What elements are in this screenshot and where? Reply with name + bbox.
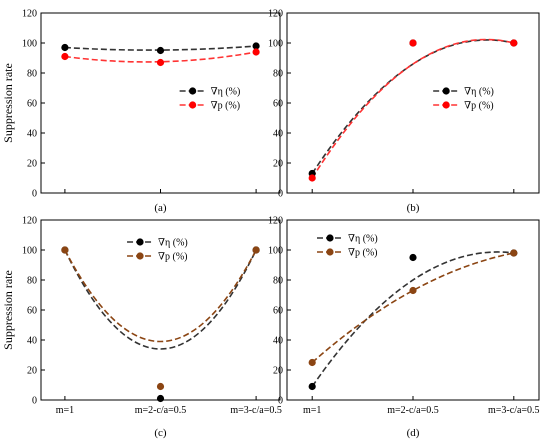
legend-entry-label: ∇η (%) bbox=[464, 87, 494, 98]
panel-label: (d) bbox=[407, 427, 420, 439]
y-tick-label: 0 bbox=[32, 189, 37, 200]
legend-entry-label: ∇η (%) bbox=[158, 238, 188, 249]
legend-entry-label: ∇p (%) bbox=[158, 252, 187, 263]
data-point-series-2 bbox=[308, 358, 316, 367]
data-point-series-1 bbox=[308, 382, 316, 391]
legend-entry-label: ∇η (%) bbox=[348, 234, 378, 245]
panels-group: 0 20 40 60 80 100 120 Suppression rate ∇η (%) ∇p … bbox=[1, 9, 540, 440]
x-tick-label: m=2-c/a=0.5 bbox=[135, 405, 187, 416]
y-tick-label: 0 bbox=[278, 396, 283, 407]
y-tick-label: 100 bbox=[268, 39, 283, 50]
legend-entry-label: ∇p (%) bbox=[211, 101, 240, 112]
data-point-series-1 bbox=[61, 43, 69, 52]
y-tick-label: 100 bbox=[22, 246, 37, 257]
legend-marker bbox=[136, 238, 144, 246]
data-point-series-2 bbox=[409, 39, 417, 47]
y-tick-label: 40 bbox=[273, 129, 283, 140]
y-tick-label: 80 bbox=[273, 69, 283, 80]
y-tick-label: 80 bbox=[27, 276, 37, 287]
data-point-series-2 bbox=[61, 246, 69, 254]
data-point-series-2 bbox=[252, 48, 260, 56]
x-tick-label: m=3-c/a=0.5 bbox=[488, 405, 540, 416]
legend-marker bbox=[442, 101, 450, 109]
y-tick-label: 0 bbox=[278, 189, 283, 200]
y-tick-label: 20 bbox=[273, 366, 283, 377]
panel-label: (a) bbox=[154, 202, 167, 214]
y-tick-label: 120 bbox=[22, 216, 37, 227]
y-axis-label: Suppression rate bbox=[1, 270, 15, 350]
y-tick-label: 20 bbox=[273, 159, 283, 170]
y-tick-label: 40 bbox=[27, 336, 37, 347]
y-tick-label: 60 bbox=[27, 99, 37, 110]
data-point-series-2 bbox=[252, 246, 260, 254]
y-tick-label: 60 bbox=[273, 306, 283, 317]
data-point-series-1 bbox=[156, 394, 165, 403]
x-tick-label: m=1 bbox=[303, 405, 321, 416]
y-tick-label: 120 bbox=[22, 9, 37, 20]
fit-curve-series-2 bbox=[64, 249, 257, 343]
legend-marker bbox=[442, 87, 450, 95]
y-tick-label: 100 bbox=[22, 39, 37, 50]
legend-marker bbox=[136, 252, 144, 260]
chart-panel-1: 0 20 40 60 80 100 120 Suppression rate ∇η (%) ∇p … bbox=[1, 9, 281, 214]
chart-panel-2: 0 20 40 60 80 100 120 ∇η (%) ∇p (%) (b) bbox=[268, 9, 540, 214]
data-point-series-2 bbox=[510, 39, 518, 47]
y-tick-label: 120 bbox=[268, 216, 283, 227]
plot-frame bbox=[286, 219, 540, 401]
y-tick-label: 60 bbox=[27, 306, 37, 317]
data-point-series-2 bbox=[156, 58, 165, 67]
fit-curve-series-1 bbox=[64, 249, 257, 350]
data-point-series-1 bbox=[156, 46, 165, 55]
x-tick-label: m=2-c/a=0.5 bbox=[387, 405, 439, 416]
legend-entry-label: ∇p (%) bbox=[464, 101, 493, 112]
y-tick-label: 80 bbox=[273, 276, 283, 287]
data-point-series-2 bbox=[61, 52, 69, 61]
legend-marker bbox=[189, 101, 197, 109]
panel-label: (b) bbox=[407, 202, 420, 214]
y-tick-label: 20 bbox=[27, 366, 37, 377]
y-tick-label: 0 bbox=[32, 396, 37, 407]
legend-marker bbox=[326, 234, 334, 242]
y-tick-label: 40 bbox=[27, 129, 37, 140]
data-point-series-1 bbox=[409, 253, 417, 262]
data-point-series-2 bbox=[510, 249, 518, 257]
y-tick-label: 20 bbox=[27, 159, 37, 170]
legend-marker bbox=[189, 87, 197, 95]
plot-frame bbox=[40, 12, 281, 194]
data-point-series-2 bbox=[308, 174, 316, 182]
legend-marker bbox=[326, 248, 334, 256]
y-tick-label: 100 bbox=[268, 246, 283, 257]
y-tick-label: 40 bbox=[273, 336, 283, 347]
y-tick-label: 120 bbox=[268, 9, 283, 20]
y-tick-label: 60 bbox=[273, 99, 283, 110]
panel-label: (c) bbox=[154, 427, 167, 439]
fit-curve-series-2 bbox=[311, 38, 514, 179]
legend-entry-label: ∇p (%) bbox=[348, 248, 377, 259]
y-axis-label: Suppression rate bbox=[1, 63, 15, 143]
fit-curve-series-1 bbox=[311, 251, 514, 387]
data-point-series-2 bbox=[409, 286, 417, 295]
y-tick-label: 80 bbox=[27, 69, 37, 80]
x-tick-label: m=3-c/a=0.5 bbox=[230, 405, 282, 416]
chart-panel-3: 0 20 40 60 80 100 120 m=1 m=2-c/a=0.5 m=3-c/a=0.5… bbox=[1, 216, 282, 440]
fit-curve-series-2 bbox=[311, 252, 514, 364]
x-tick-label: m=1 bbox=[56, 405, 74, 416]
data-point-series-2 bbox=[156, 382, 165, 391]
chart-panel-4: 0 20 40 60 80 100 120 m=1 m=2-c/a=0.5 m=3-c/a=0.5… bbox=[268, 216, 540, 440]
legend-entry-label: ∇η (%) bbox=[211, 87, 241, 98]
data-point-series-1 bbox=[252, 42, 260, 50]
